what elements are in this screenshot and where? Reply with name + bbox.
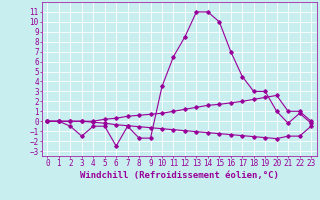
- X-axis label: Windchill (Refroidissement éolien,°C): Windchill (Refroidissement éolien,°C): [80, 171, 279, 180]
